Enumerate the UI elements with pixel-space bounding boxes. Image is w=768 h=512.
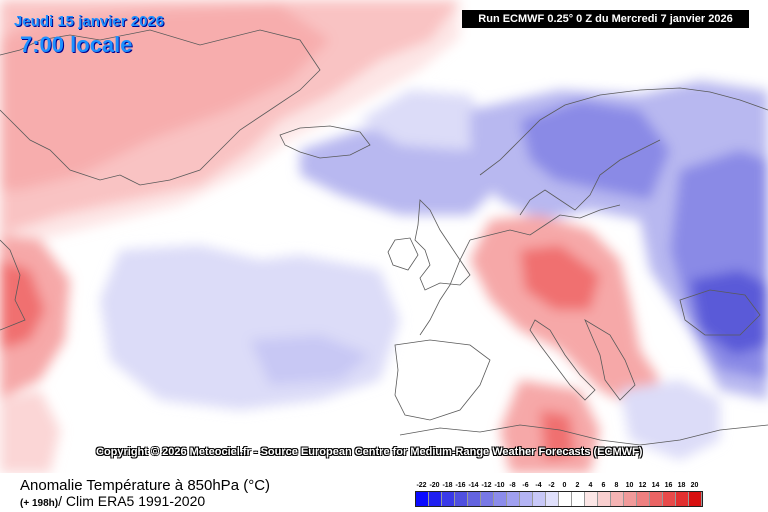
forecast-hours: (+ 198h)	[20, 498, 59, 509]
legend-swatch	[689, 492, 702, 506]
legend-label: -22	[416, 482, 427, 489]
legend-label: 20	[690, 482, 699, 489]
legend-label: -4	[535, 482, 542, 489]
legend-swatch	[481, 492, 494, 506]
coastlines-outline	[0, 29, 768, 446]
legend-swatch	[455, 492, 468, 506]
legend-label: 4	[588, 482, 593, 489]
legend-swatch	[507, 492, 520, 506]
legend-swatch	[559, 492, 572, 506]
legend-label: -8	[509, 482, 516, 489]
legend-swatch	[416, 492, 429, 506]
climatology-label: / Clim ERA5 1991-2020	[58, 493, 206, 509]
legend-label: 16	[664, 482, 673, 489]
legend-swatch	[572, 492, 585, 506]
legend-swatch	[429, 492, 442, 506]
legend-swatch	[611, 492, 624, 506]
legend-swatch	[468, 492, 481, 506]
legend-label: -18	[442, 482, 453, 489]
legend-swatch	[585, 492, 598, 506]
legend-label: -16	[455, 482, 466, 489]
legend-label: 6	[601, 482, 606, 489]
forecast-local-time: 7:00 locale	[20, 32, 133, 57]
cold-anomaly-atlantic	[100, 245, 400, 410]
legend-labels: -22 -20 -18 -16 -14 -12 -10 -8 -6 -4 -2 0 2 4 6 8 10 12 14…	[415, 480, 703, 491]
legend-swatch	[624, 492, 637, 506]
legend-label: 0	[562, 482, 567, 489]
legend-label: 14	[651, 482, 660, 489]
forecast-date: Jeudi 15 janvier 2026	[14, 13, 165, 30]
copyright-text: Copyright © 2026 Meteociel.fr - Source E…	[96, 446, 643, 458]
variable-title: Anomalie Température à 850hPa (°C)	[20, 477, 271, 494]
legend-swatch	[650, 492, 663, 506]
legend-swatch	[637, 492, 650, 506]
legend-swatch	[598, 492, 611, 506]
warm-anomaly-central-europe	[470, 215, 660, 410]
map-area: Jeudi 15 janvier 2026 7:00 locale Run EC…	[0, 0, 768, 473]
color-legend: -22 -20 -18 -16 -14 -12 -10 -8 -6 -4 -2 0 2 4 6 8 10 12 14…	[415, 480, 703, 507]
legend-swatch	[533, 492, 546, 506]
legend-label: -10	[494, 482, 505, 489]
legend-label: -20	[429, 482, 440, 489]
legend-swatch	[520, 492, 533, 506]
run-info: Run ECMWF 0.25° 0 Z du Mercredi 7 janvie…	[462, 10, 749, 28]
legend-label: -6	[522, 482, 529, 489]
legend-label: -12	[481, 482, 492, 489]
legend-swatch	[663, 492, 676, 506]
legend-label: 8	[614, 482, 619, 489]
legend-label: 2	[575, 482, 580, 489]
legend-label: 10	[625, 482, 634, 489]
legend-label: -14	[468, 482, 479, 489]
legend-bar	[415, 491, 703, 507]
legend-swatch	[494, 492, 507, 506]
anomaly-map	[0, 0, 768, 473]
footer: Anomalie Température à 850hPa (°C) (+ 19…	[0, 473, 768, 512]
legend-label: 12	[638, 482, 647, 489]
legend-swatch	[676, 492, 689, 506]
legend-swatch	[546, 492, 559, 506]
legend-label: 18	[677, 482, 686, 489]
legend-swatch	[442, 492, 455, 506]
subtitle: (+ 198h)/ Clim ERA5 1991-2020	[20, 493, 205, 509]
legend-label: -2	[548, 482, 555, 489]
cold-anomaly-black-sea	[690, 270, 768, 355]
